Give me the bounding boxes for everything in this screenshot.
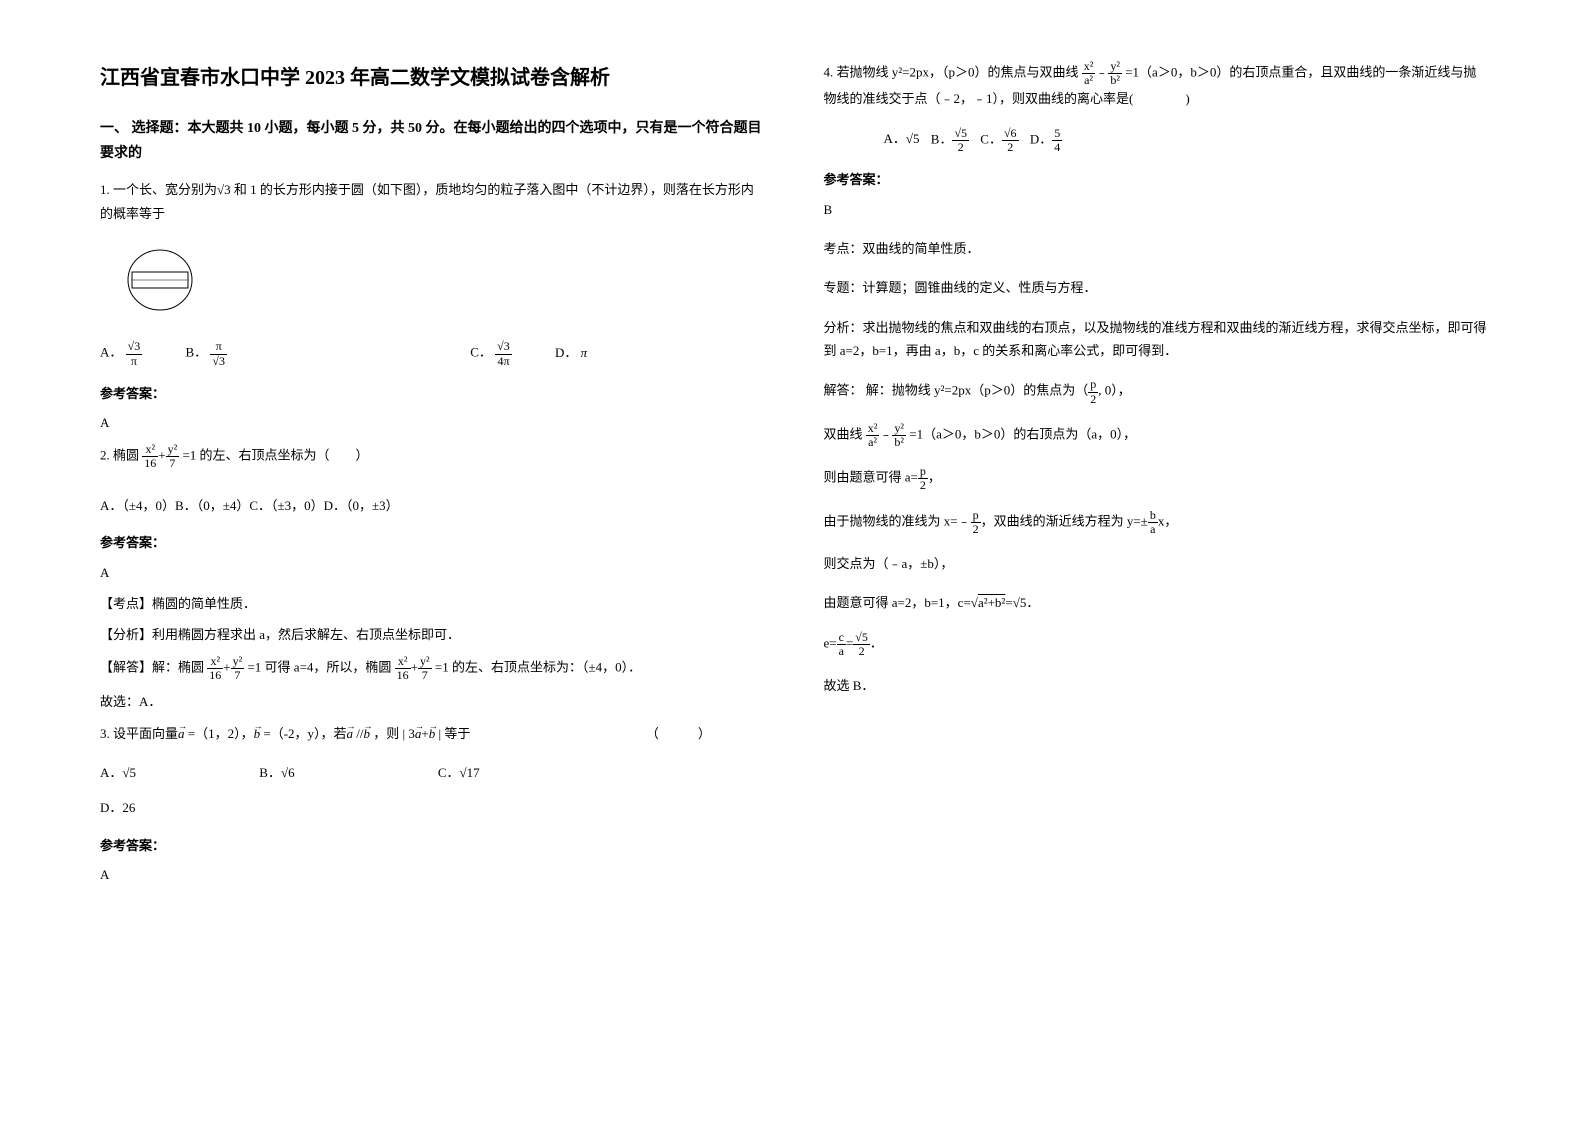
- q3-opt-c: C．√17: [438, 761, 480, 784]
- question-2: 2. 椭圆 x²16+y²7 =1 的左、右顶点坐标为（ ）: [100, 443, 764, 470]
- section-1-header: 一、 选择题：本大题共 10 小题，每小题 5 分，共 50 分。在每小题给出的…: [100, 116, 764, 166]
- q1-answer: A: [100, 411, 764, 434]
- q4-opt-d: D．54: [1030, 127, 1062, 154]
- q4-opt-c: C．√62: [980, 127, 1018, 154]
- q2-explain-3: 【解答】解：椭圆 x²16+y²7 =1 可得 a=4，所以，椭圆 x²16+y…: [100, 655, 764, 682]
- question-3: 3. 设平面向量a =（1，2），b =（-2，y），若a //b ，则 | 3…: [100, 722, 764, 745]
- q3-opt-a: A．√5: [100, 761, 136, 784]
- q2-explain-2: 【分析】利用椭圆方程求出 a，然后求解左、右顶点坐标即可．: [100, 623, 764, 646]
- left-column: 江西省宜春市水口中学 2023 年高二数学文模拟试卷含解析 一、 选择题：本大题…: [100, 60, 764, 1062]
- q4-sol-8: 故选 B．: [824, 674, 1488, 697]
- q4-sol-1: 解答： 解：抛物线 y²=2px（p＞0）的焦点为（p2, 0），: [824, 378, 1488, 405]
- circle-rect-icon: [120, 245, 200, 315]
- q2-answer-label: 参考答案：: [100, 531, 764, 554]
- question-1: 1. 一个长、宽分别为√3 和 1 的长方形内接于圆（如下图），质地均匀的粒子落…: [100, 178, 764, 225]
- q4-sol-5: 则交点为（﹣a，±b），: [824, 552, 1488, 575]
- q4-answer: B: [824, 198, 1488, 221]
- q4-explain-2: 专题：计算题；圆锥曲线的定义、性质与方程．: [824, 276, 1488, 299]
- q1-sqrt3: √3: [217, 182, 231, 197]
- right-column: 4. 若抛物线 y²=2px，（p＞0）的焦点与双曲线 x²a²﹣y²b² =1…: [824, 60, 1488, 1062]
- question-4: 4. 若抛物线 y²=2px，（p＞0）的焦点与双曲线 x²a²﹣y²b² =1…: [824, 60, 1488, 111]
- q4-sol-3: 则由题意可得 a=p2，: [824, 465, 1488, 492]
- q4-sol-7: e=ca=√52．: [824, 631, 1488, 658]
- q3-answer-label: 参考答案：: [100, 834, 764, 857]
- q1-opt-c: C． √34π: [470, 340, 512, 367]
- q4-sol-4: 由于抛物线的准线为 x=﹣p2，双曲线的渐近线方程为 y=±bax，: [824, 509, 1488, 536]
- q2-explain-4: 故选：A．: [100, 690, 764, 713]
- q1-opt-b: B． π√3: [185, 340, 227, 367]
- q3-options: A．√5 B．√6 C．√17: [100, 761, 764, 784]
- q3-opt-d: D．26: [100, 796, 764, 819]
- q1-text-a: 1. 一个长、宽分别为: [100, 182, 217, 197]
- q3-answer: A: [100, 863, 764, 886]
- q2-answer: A: [100, 561, 764, 584]
- q4-opt-a: A．√5: [884, 127, 920, 150]
- q4-explain-3: 分析：求出抛物线的焦点和双曲线的右顶点，以及抛物线的准线方程和双曲线的渐近线方程…: [824, 316, 1488, 363]
- q1-options: A． √3π B． π√3 C． √34π D． π: [100, 340, 764, 367]
- q1-opt-a: A． √3π: [100, 340, 142, 367]
- q4-answer-label: 参考答案：: [824, 168, 1488, 191]
- q4-explain-1: 考点：双曲线的简单性质．: [824, 237, 1488, 260]
- q1-opt-d: D． π: [555, 341, 587, 364]
- page-title: 江西省宜春市水口中学 2023 年高二数学文模拟试卷含解析: [100, 60, 764, 96]
- q4-sol-2: 双曲线 x²a²﹣y²b² =1（a＞0，b＞0）的右顶点为（a，0），: [824, 422, 1488, 449]
- q4-sol-6: 由题意可得 a=2，b=1，c=√a²+b²=√5．: [824, 591, 1488, 614]
- q4-opt-b: B．√52: [931, 127, 969, 154]
- q1-answer-label: 参考答案：: [100, 382, 764, 405]
- q1-diagram: [120, 245, 764, 324]
- q2-options: A．（±4，0）B．（0，±4）C．（±3，0）D．（0，±3）: [100, 494, 764, 517]
- q2-explain-1: 【考点】椭圆的简单性质．: [100, 592, 764, 615]
- q3-opt-b: B．√6: [259, 761, 294, 784]
- q4-options: A．√5 B．√52 C．√62 D．54: [884, 127, 1488, 154]
